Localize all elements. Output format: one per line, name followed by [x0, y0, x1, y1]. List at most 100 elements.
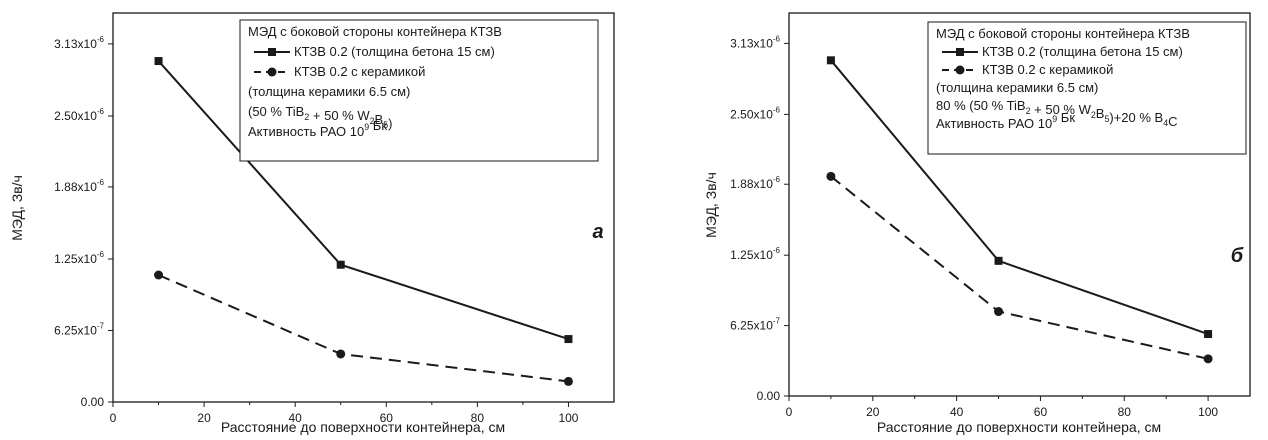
legend-subscript: 5 — [383, 120, 388, 130]
y-tick-exponent: -6 — [97, 35, 105, 44]
chart-panel-b: 0 20 40 60 80 1000.006.25x10-71.25x10-61.88x1… — [703, 12, 1251, 435]
data-point-circle — [994, 307, 1004, 317]
x-tick-label: 40 — [950, 405, 964, 419]
legend-text: + 50 % W — [309, 108, 370, 123]
y-tick-label: 2.50x10-6 — [730, 105, 780, 121]
y-axis-title: МЭД, Зв/ч — [9, 175, 25, 241]
y-tick-exponent: -6 — [97, 107, 105, 116]
legend-subscript: 2 — [1026, 106, 1031, 116]
y-tick-exponent: -6 — [97, 250, 105, 259]
y-axis-title: МЭД, Зв/ч — [703, 172, 719, 238]
y-tick-mantissa: 3.13x10 — [730, 36, 773, 50]
legend-text: Активность РАО 10 — [248, 124, 364, 139]
y-tick-label: 1.88x10-6 — [730, 175, 780, 191]
x-axis-title: Расстояние до поверхности контейнера, см — [877, 419, 1161, 435]
y-tick-exponent: -6 — [773, 246, 781, 255]
y-tick-label: 2.50x10-6 — [54, 107, 104, 123]
y-tick-label: 0.00 — [757, 389, 781, 403]
legend-text: Бк — [369, 118, 387, 133]
y-tick-mantissa: 6.25x10 — [54, 323, 97, 337]
legend-entry-1: КТЗВ 0.2 (толщина бетона 15 см) — [982, 44, 1183, 59]
data-point-circle — [154, 270, 164, 280]
legend-text: B — [1096, 106, 1105, 121]
legend-superscript: 9 — [364, 122, 369, 132]
y-tick-mantissa: 3.13x10 — [54, 37, 97, 51]
y-tick-mantissa: 6.25x10 — [730, 319, 773, 333]
legend-text: C — [1168, 114, 1177, 129]
y-tick-label: 1.88x10-6 — [54, 178, 104, 194]
legend-marker-square — [956, 48, 964, 56]
y-tick-mantissa: 1.88x10 — [730, 177, 773, 191]
x-tick-label: 20 — [197, 411, 211, 425]
legend-note-2: 80 % (50 % TiB2 + 50 % W2B5)+20 % B4C — [936, 98, 1178, 129]
legend-text: Бк — [1057, 110, 1075, 125]
y-tick-label: 0.00 — [81, 395, 105, 409]
legend-entry-2: КТЗВ 0.2 с керамикой — [982, 62, 1113, 77]
x-tick-label: 80 — [1118, 405, 1132, 419]
x-tick-label: 100 — [1198, 405, 1218, 419]
legend-text: (толщина керамики 6.5 см) — [936, 80, 1098, 95]
legend-subscript: 2 — [1091, 110, 1096, 120]
y-tick-exponent: -6 — [97, 178, 105, 187]
data-point-square — [564, 335, 573, 344]
legend-entry-1: КТЗВ 0.2 (толщина бетона 15 см) — [294, 44, 495, 59]
legend-subscript: 5 — [1104, 114, 1109, 124]
legend-subscript: 2 — [304, 112, 309, 122]
legend-marker-circle — [267, 67, 277, 77]
y-tick-label: 1.25x10-6 — [54, 250, 104, 266]
y-tick-label: 1.25x10-6 — [730, 246, 780, 262]
y-tick-mantissa: 0.00 — [757, 389, 781, 403]
y-tick-label: 6.25x10-7 — [730, 317, 780, 333]
y-tick-mantissa: 0.00 — [81, 395, 105, 409]
legend-subscript: 2 — [370, 116, 375, 126]
legend-text: + 50 % W — [1031, 102, 1092, 117]
legend-note-1: (толщина керамики 6.5 см) — [248, 84, 410, 99]
x-tick-label: 20 — [866, 405, 880, 419]
y-tick-mantissa: 1.25x10 — [54, 252, 97, 266]
y-tick-label: 3.13x10-6 — [730, 34, 780, 50]
x-tick-label: 100 — [558, 411, 578, 425]
data-point-circle — [826, 171, 836, 181]
panel-label: а — [592, 221, 603, 243]
legend-title: МЭД с боковой стороны контейнера КТЗВ — [248, 24, 502, 39]
data-point-circle — [563, 376, 573, 386]
plot-frame — [788, 12, 1251, 397]
legend-text: 80 % (50 % TiB — [936, 98, 1026, 113]
chart-panel-a: 0 20 40 60 80 1000.006.25x10-71.25x10-61.88x1… — [9, 12, 615, 435]
legend: МЭД с боковой стороны контейнера КТЗВ КТЗ… — [239, 19, 599, 162]
legend-text: ) — [388, 116, 392, 131]
legend-text: )+20 % B — [1109, 110, 1163, 125]
y-tick-label: 3.13x10-6 — [54, 35, 104, 51]
legend-text: (толщина керамики 6.5 см) — [248, 84, 410, 99]
legend-text: Активность РАО 10 — [936, 116, 1052, 131]
y-tick-exponent: -7 — [97, 321, 105, 330]
data-point-square — [1204, 330, 1213, 339]
y-tick-mantissa: 2.50x10 — [54, 109, 97, 123]
data-point-square — [336, 260, 345, 269]
data-point-circle — [1203, 354, 1213, 364]
plot-frame — [112, 12, 615, 403]
y-tick-exponent: -7 — [773, 317, 781, 326]
legend-entry-2: КТЗВ 0.2 с керамикой — [294, 64, 425, 79]
legend-text: (50 % TiB — [248, 104, 304, 119]
legend-marker-square — [268, 48, 276, 56]
legend-note-3: Активность РАО 109 Бк — [936, 110, 1075, 131]
x-tick-label: 80 — [471, 411, 485, 425]
x-axis-title: Расстояние до поверхности контейнера, см — [221, 419, 505, 435]
x-tick-label: 0 — [786, 405, 793, 419]
legend-title: МЭД с боковой стороны контейнера КТЗВ — [936, 26, 1190, 41]
y-tick-exponent: -6 — [773, 34, 781, 43]
y-tick-mantissa: 1.25x10 — [730, 248, 773, 262]
data-point-square — [994, 256, 1003, 265]
legend-marker-circle — [955, 65, 965, 75]
y-tick-mantissa: 2.50x10 — [730, 107, 773, 121]
x-tick-label: 40 — [289, 411, 303, 425]
panel-label: б — [1231, 245, 1244, 267]
y-tick-exponent: -6 — [773, 175, 781, 184]
data-point-square — [826, 56, 835, 65]
legend-superscript: 9 — [1052, 114, 1057, 124]
legend-box — [239, 19, 599, 162]
legend-subscript: 4 — [1163, 118, 1168, 128]
legend-note-1: (толщина керамики 6.5 см) — [936, 80, 1098, 95]
